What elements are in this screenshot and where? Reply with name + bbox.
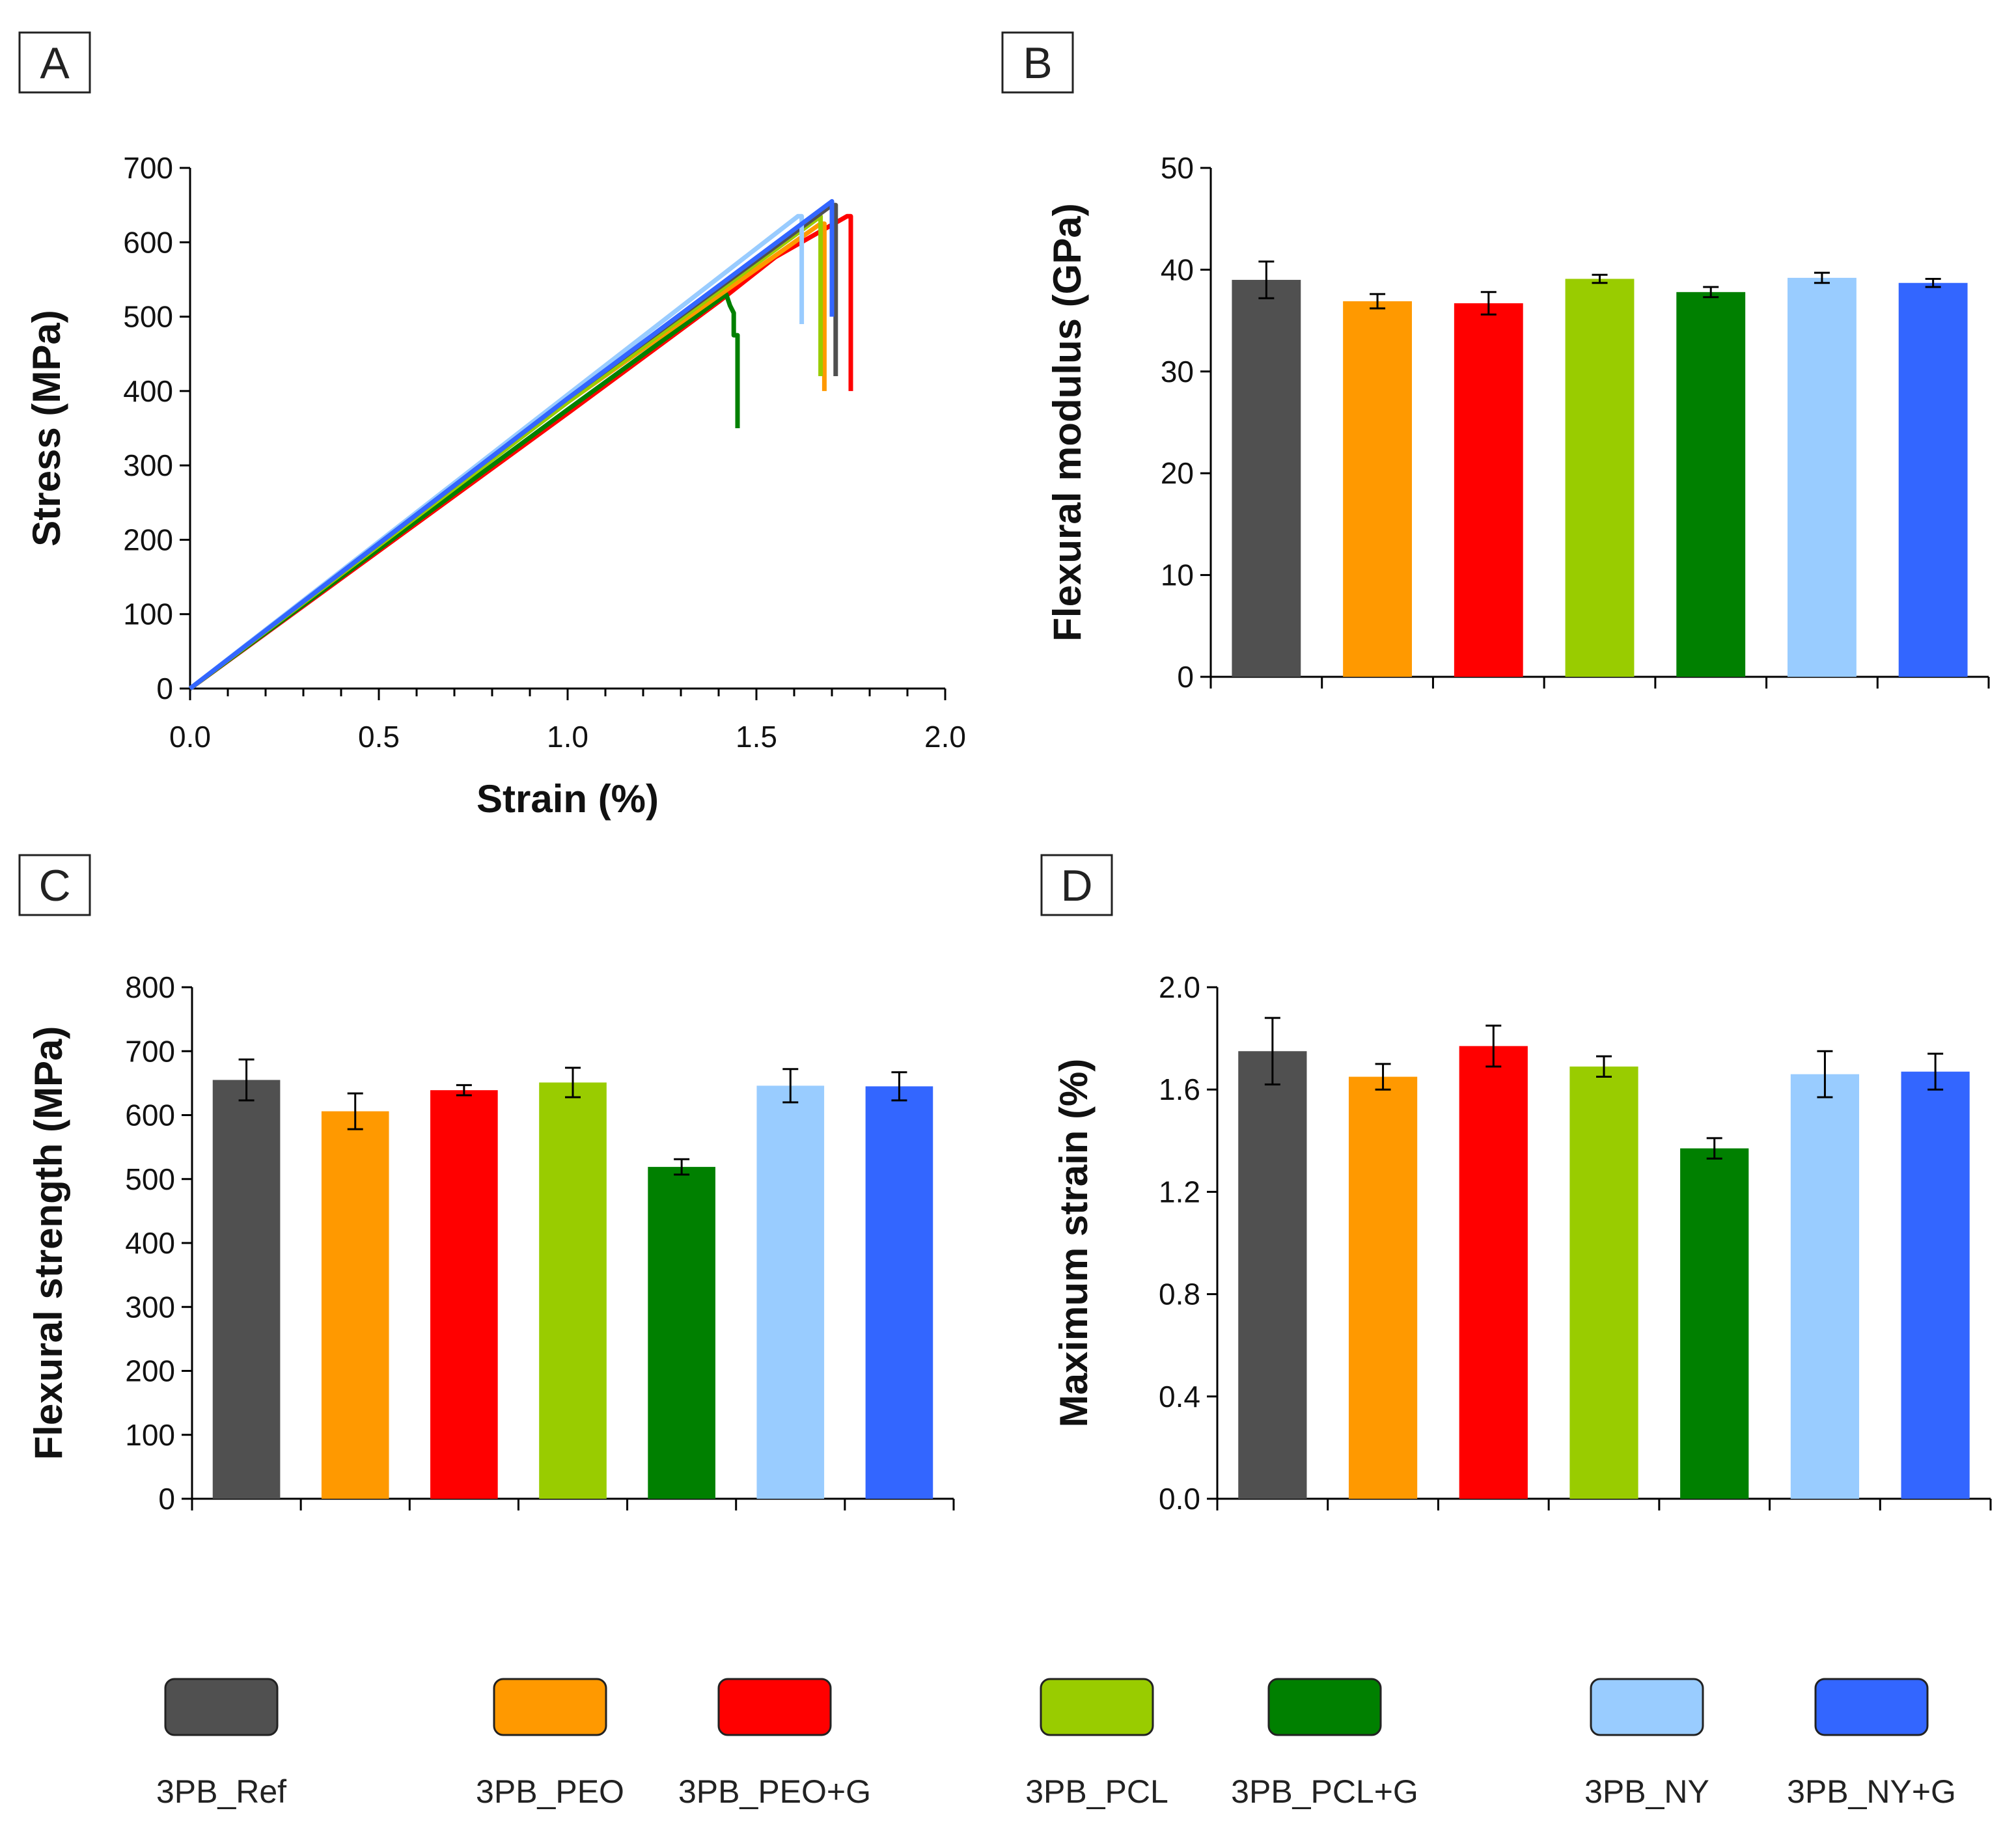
y-tick-label-c-6: 600 (125, 1099, 175, 1132)
panel-label-box-b (1001, 31, 1074, 94)
legend-swatch-3pb-ny (1590, 1678, 1704, 1736)
panel-label-box-d (1040, 854, 1113, 916)
y-tick-label-c-3: 300 (125, 1290, 175, 1324)
y-tick-label-a-3: 300 (123, 448, 173, 482)
x-tick-label-a-0: 0.0 (169, 720, 211, 754)
y-tick-label-b-4: 40 (1161, 253, 1194, 286)
y-tick-label-b-5: 50 (1161, 151, 1194, 185)
y-tick-label-d-0: 0.0 (1159, 1482, 1200, 1516)
y-tick-label-a-1: 100 (123, 597, 173, 631)
bar-c-3pb-pcl (539, 1082, 607, 1499)
bar-d-3pb-peo (1348, 1076, 1418, 1499)
y-tick-label-b-1: 10 (1161, 558, 1194, 592)
x-tick-label-a-1: 0.5 (358, 720, 400, 754)
y-tick-label-d-2: 0.8 (1159, 1277, 1200, 1311)
y-tick-label-d-1: 0.4 (1159, 1380, 1200, 1413)
y-tick-label-c-0: 0 (158, 1482, 175, 1516)
y-axis-title-a: Stress (MPa) (25, 310, 68, 546)
y-tick-label-b-0: 0 (1177, 660, 1194, 694)
legend-label-3pb-ny-g: 3PB_NY+G (1787, 1773, 1956, 1810)
series-line-3pb-ny-g (188, 198, 835, 690)
y-tick-label-b-2: 20 (1161, 456, 1194, 490)
panel-label-c: C (38, 861, 70, 910)
y-tick-label-a-2: 200 (123, 523, 173, 556)
legend-swatch-3pb-ny-g (1814, 1678, 1929, 1736)
series-line-3pb-pcl-g (188, 292, 740, 690)
panel-label-b: B (1023, 38, 1052, 88)
bar-b-3pb-ny (1788, 277, 1857, 677)
bar-c-3pb-pcl-g (648, 1167, 715, 1499)
x-tick-label-a-2: 1.0 (547, 720, 588, 754)
y-tick-label-c-8: 800 (125, 970, 175, 1004)
y-tick-label-a-7: 700 (123, 151, 173, 185)
y-axis-title-c: Flexural strength (MPa) (27, 1026, 70, 1460)
y-tick-label-a-5: 500 (123, 300, 173, 334)
y-tick-label-c-2: 200 (125, 1354, 175, 1388)
bar-c-3pb-ny (756, 1086, 825, 1499)
panel-label-d: D (1060, 861, 1092, 910)
bar-d-3pb-pcl (1569, 1066, 1638, 1499)
panel-label-box-c (18, 854, 91, 916)
x-axis-title-a: Strain (%) (476, 777, 659, 821)
y-tick-label-c-4: 400 (125, 1226, 175, 1260)
bar-b-3pb-peo (1343, 301, 1412, 677)
bar-d-3pb-ny-g (1901, 1071, 1970, 1499)
legend-label-3pb-peo: 3PB_PEO (476, 1773, 624, 1810)
y-axis-title-d: Maximum strain (%) (1052, 1059, 1096, 1428)
y-tick-label-a-4: 400 (123, 374, 173, 408)
bar-b-3pb-peo-g (1454, 303, 1523, 677)
legend-label-3pb-pcl-g: 3PB_PCL+G (1231, 1773, 1418, 1810)
legend-label-3pb-peo-g: 3PB_PEO+G (678, 1773, 871, 1810)
x-tick-label-a-3: 1.5 (736, 720, 777, 754)
bar-d-3pb-pcl-g (1680, 1148, 1749, 1499)
legend-swatch-3pb-peo (493, 1678, 607, 1736)
y-tick-label-c-1: 100 (125, 1418, 175, 1452)
y-tick-label-b-3: 30 (1161, 355, 1194, 389)
legend-swatch-3pb-peo-g (717, 1678, 832, 1736)
bar-b-3pb-ref (1232, 280, 1301, 677)
y-tick-label-c-7: 700 (125, 1034, 175, 1068)
y-tick-label-a-0: 0 (156, 672, 173, 705)
bar-c-3pb-ref (212, 1080, 281, 1499)
legend-swatch-3pb-pcl (1040, 1678, 1154, 1736)
y-axis-title-b: Flexural modulus (GPa) (1045, 203, 1089, 641)
bar-b-3pb-pcl-g (1676, 292, 1746, 677)
bar-c-3pb-peo (321, 1111, 389, 1499)
y-tick-label-d-4: 1.6 (1159, 1072, 1200, 1106)
legend-swatch-3pb-pcl-g (1267, 1678, 1382, 1736)
bar-d-3pb-ny (1790, 1074, 1860, 1499)
bar-d-3pb-ref (1238, 1051, 1307, 1499)
bar-d-3pb-peo-g (1459, 1046, 1528, 1499)
bar-b-3pb-ny-g (1898, 282, 1968, 677)
y-tick-label-c-5: 500 (125, 1162, 175, 1196)
legend-label-3pb-pcl: 3PB_PCL (1025, 1773, 1168, 1810)
bar-c-3pb-peo-g (430, 1090, 498, 1499)
bar-c-3pb-ny-g (865, 1086, 933, 1499)
bar-b-3pb-pcl (1565, 279, 1635, 677)
y-tick-label-a-6: 600 (123, 225, 173, 259)
legend-swatch-3pb-ref (164, 1678, 279, 1736)
x-tick-label-a-4: 2.0 (924, 720, 966, 754)
panel-label-box-a (18, 31, 91, 94)
legend-label-3pb-ref: 3PB_Ref (156, 1773, 286, 1810)
y-tick-label-d-3: 1.2 (1159, 1175, 1200, 1209)
y-tick-label-d-5: 2.0 (1159, 970, 1200, 1004)
legend-label-3pb-ny: 3PB_NY (1584, 1773, 1709, 1810)
panel-label-a: A (40, 38, 70, 88)
